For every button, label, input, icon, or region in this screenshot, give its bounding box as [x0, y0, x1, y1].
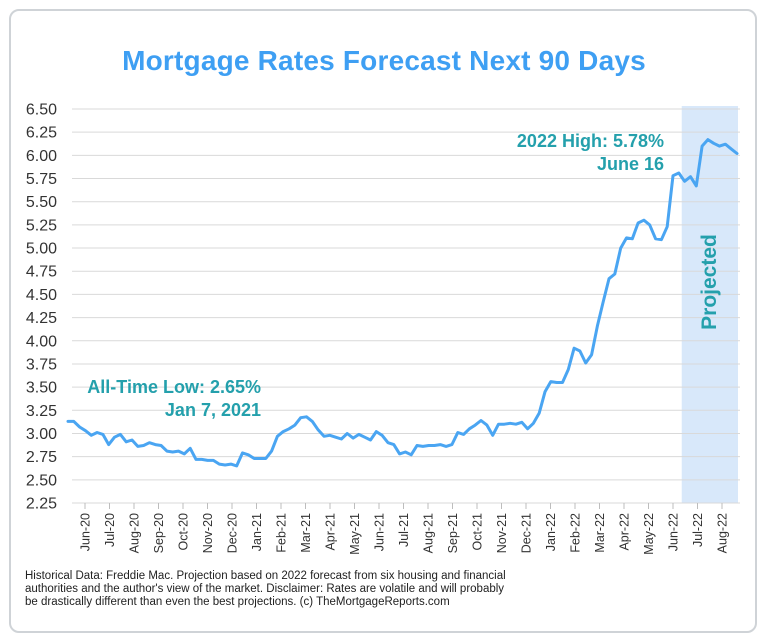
x-axis-label: Oct-21 — [471, 513, 485, 551]
y-axis-label: 2.50 — [26, 472, 57, 489]
annotation-all-time-low-line2: Jan 7, 2021 — [164, 400, 261, 420]
x-axis-label: Aug-22 — [716, 513, 730, 553]
x-axis-label: Sep-20 — [152, 513, 166, 553]
y-axis-label: 3.00 — [26, 426, 57, 443]
y-axis-label: 6.25 — [26, 125, 57, 142]
x-axis-label: Jan-21 — [250, 513, 264, 551]
x-axis-label: Nov-21 — [495, 513, 509, 553]
y-axis-label: 5.25 — [26, 217, 57, 234]
y-axis-label: 5.50 — [26, 194, 57, 211]
x-axis-label: Dec-21 — [520, 513, 534, 553]
y-axis-label: 3.25 — [26, 403, 57, 420]
x-axis-label: Apr-22 — [618, 513, 632, 551]
y-axis-label: 6.50 — [26, 102, 57, 119]
annotation-2022-high: 2022 High: 5.78% June 16 — [517, 130, 664, 176]
x-axis-label: May-22 — [642, 513, 656, 555]
annotation-2022-high-line2: June 16 — [596, 154, 664, 174]
x-axis-label: Jun-20 — [79, 513, 93, 551]
disclaimer-line3: be drastically different than even the b… — [25, 595, 450, 608]
chart-card-border — [9, 9, 757, 633]
disclaimer-text: Historical Data: Freddie Mac. Projection… — [25, 570, 585, 608]
x-axis-label: Jul-21 — [397, 513, 411, 547]
y-axis-label: 3.75 — [26, 356, 57, 373]
x-axis-label: May-21 — [348, 513, 362, 555]
x-axis-label: Jul-20 — [103, 513, 117, 547]
y-axis-label: 5.75 — [26, 171, 57, 188]
x-axis-label: Feb-22 — [569, 513, 583, 553]
y-axis-label: 2.75 — [26, 449, 57, 466]
x-axis-label: Jun-22 — [667, 513, 681, 551]
projected-band — [681, 106, 738, 503]
x-axis-label: Sep-21 — [446, 513, 460, 553]
x-axis-label: Oct-20 — [177, 513, 191, 551]
x-axis-label: Aug-20 — [128, 513, 142, 553]
annotation-2022-high-line1: 2022 High: 5.78% — [516, 131, 664, 151]
projected-region-label: Projected — [698, 234, 721, 330]
annotation-all-time-low: All-Time Low: 2.65% Jan 7, 2021 — [87, 376, 261, 422]
disclaimer-line1: Historical Data: Freddie Mac. Projection… — [25, 570, 506, 582]
x-axis-label: Dec-20 — [226, 513, 240, 553]
x-axis-label: Jul-22 — [691, 513, 705, 547]
x-axis-label: Apr-21 — [324, 513, 338, 551]
x-axis-label: Feb-21 — [275, 513, 289, 553]
x-axis-label: Jan-22 — [544, 513, 558, 551]
y-axis-label: 4.50 — [26, 287, 57, 304]
annotation-all-time-low-line1: All-Time Low: 2.65% — [87, 377, 261, 397]
x-axis-label: Jun-21 — [373, 513, 387, 551]
y-axis-label: 2.25 — [26, 496, 57, 513]
disclaimer-line2: authorities and the author's view of the… — [25, 582, 505, 595]
y-axis-label: 3.50 — [26, 380, 57, 397]
y-axis-label: 4.75 — [26, 264, 57, 281]
x-axis-label: Mar-21 — [299, 513, 313, 553]
y-axis-label: 6.00 — [26, 148, 57, 165]
chart-title: Mortgage Rates Forecast Next 90 Days — [122, 44, 646, 76]
y-axis-label: 4.25 — [26, 310, 57, 327]
y-axis-label: 4.00 — [26, 333, 57, 350]
x-axis-label: Aug-21 — [422, 513, 436, 553]
x-axis-label: Mar-22 — [593, 513, 607, 553]
x-axis-label: Nov-20 — [201, 513, 215, 553]
rate-line — [66, 138, 739, 468]
y-axis-label: 5.00 — [26, 241, 57, 258]
